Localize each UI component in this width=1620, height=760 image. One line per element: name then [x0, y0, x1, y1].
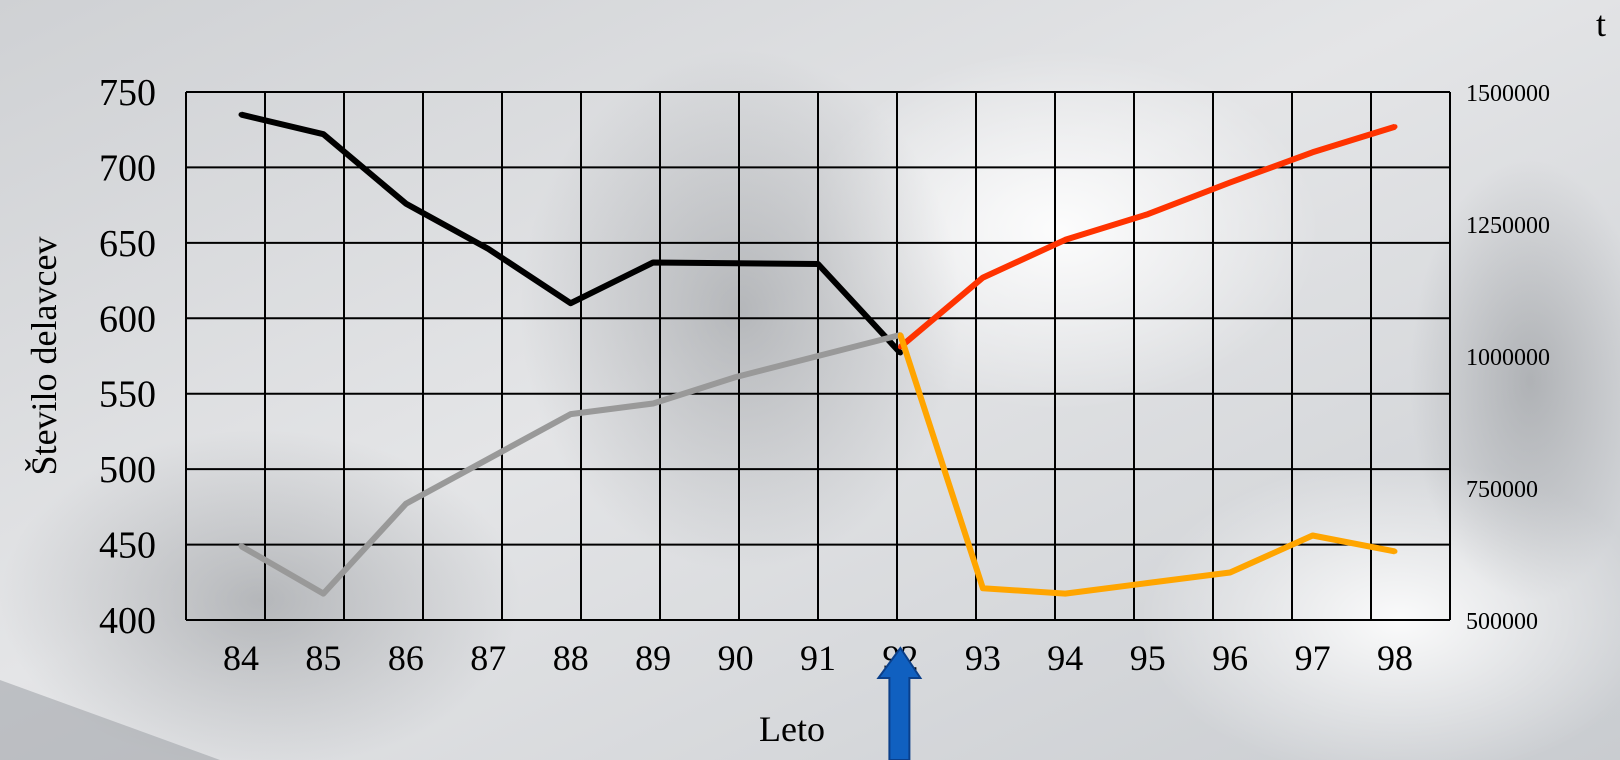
x-tick-label: 93	[965, 638, 1001, 678]
y-right-tick-label: 1250000	[1466, 213, 1550, 239]
y-right-tick-label: 750000	[1466, 477, 1538, 503]
y-left-tick-label: 700	[99, 147, 156, 189]
data-point	[568, 411, 574, 417]
arrow-up-icon	[876, 646, 923, 760]
series-line-3	[239, 331, 902, 597]
data-point	[650, 401, 656, 407]
data-point	[733, 374, 739, 380]
y-axis-title-right: t	[1596, 4, 1606, 44]
data-point	[1145, 580, 1151, 586]
x-tick-label: 84	[223, 638, 259, 678]
y-left-tick-label: 550	[99, 374, 156, 416]
chart-series	[238, 111, 1398, 597]
data-point	[1062, 591, 1068, 597]
data-point	[980, 275, 986, 281]
x-tick-label: 88	[553, 638, 589, 678]
y-left-tick-label: 400	[99, 600, 156, 642]
x-tick-label: 91	[800, 638, 836, 678]
y-left-tick-label: 650	[99, 223, 156, 265]
x-tick-label: 86	[388, 638, 424, 678]
data-point	[815, 261, 821, 267]
y-axis-title-left: Število delavcev	[24, 237, 64, 476]
data-point	[1392, 548, 1398, 554]
data-point	[238, 112, 244, 118]
data-point	[1227, 569, 1233, 575]
data-point	[1062, 237, 1068, 243]
x-tick-label: 90	[718, 638, 754, 678]
series-line-1	[240, 111, 903, 356]
chart-grid	[185, 91, 1451, 621]
right-axis-ticks: 1500000 1250000 1000000 750000 500000	[1466, 81, 1550, 635]
x-tick-label: 96	[1212, 638, 1248, 678]
y-left-tick-label: 450	[99, 525, 156, 567]
x-tick-label: 87	[470, 638, 506, 678]
x-tick-label: 97	[1295, 638, 1331, 678]
data-point	[980, 585, 986, 591]
data-point	[485, 246, 491, 252]
data-point	[568, 300, 574, 306]
x-tick-label: 98	[1377, 638, 1413, 678]
x-tick-label: 95	[1130, 638, 1166, 678]
data-point	[1392, 124, 1398, 130]
x-tick-label: 89	[635, 638, 671, 678]
x-axis-ticks: 848586878889909192939495969798	[223, 638, 1413, 678]
data-point	[650, 259, 656, 265]
y-left-tick-label: 750	[99, 72, 156, 114]
y-right-tick-label: 500000	[1466, 609, 1538, 635]
data-point	[897, 350, 903, 356]
y-left-tick-label: 500	[99, 449, 156, 491]
data-point	[1310, 149, 1316, 155]
y-right-tick-label: 1500000	[1466, 81, 1550, 107]
series-line-4	[897, 333, 1396, 597]
data-point	[320, 131, 326, 137]
data-point	[1310, 533, 1316, 539]
y-left-tick-label: 600	[99, 298, 156, 340]
data-point	[897, 332, 903, 338]
data-point	[238, 543, 244, 549]
x-tick-label: 85	[305, 638, 341, 678]
data-point	[320, 591, 326, 597]
x-tick-label: 94	[1047, 638, 1083, 678]
annotation-layer	[876, 646, 923, 760]
data-point	[403, 201, 409, 207]
left-axis-ticks: 750 700 650 600 550 500 450 400	[99, 72, 156, 642]
data-point	[1145, 211, 1151, 217]
y-right-tick-label: 1000000	[1466, 345, 1550, 371]
data-point	[403, 501, 409, 507]
data-point	[1227, 180, 1233, 186]
series-line-2	[898, 123, 1396, 350]
x-axis-title: Leto	[759, 709, 825, 749]
